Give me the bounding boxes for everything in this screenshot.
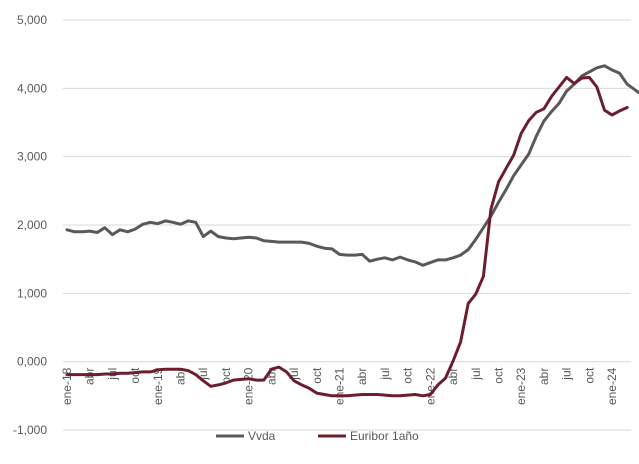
y-tick-label: 1,000 bbox=[17, 286, 47, 300]
x-tick-label: jul bbox=[560, 368, 574, 381]
x-tick-label: oct bbox=[582, 367, 596, 384]
x-axis-ticks: ene-18 abr jul oct ene-19 abr jul oct ene-20 abr j… bbox=[60, 367, 619, 405]
x-tick-label: oct bbox=[401, 367, 415, 384]
y-axis-ticks: -1,000 0,000 1,000 2,000 3,000 4,000 5,000 bbox=[13, 13, 47, 437]
x-tick-label: abr bbox=[355, 368, 369, 385]
x-tick-label: abr bbox=[537, 368, 551, 385]
x-tick-label: ene-20 bbox=[242, 367, 256, 405]
series-line-vvda bbox=[65, 64, 639, 267]
y-tick-label: -1,000 bbox=[13, 423, 47, 437]
legend: Vvda Euribor 1año bbox=[216, 429, 419, 443]
series-lines bbox=[65, 64, 639, 398]
x-tick-label: abr bbox=[174, 368, 188, 385]
x-tick-label: ene-23 bbox=[514, 367, 528, 405]
x-tick-label: oct bbox=[128, 367, 142, 384]
x-tick-label: ene-24 bbox=[605, 367, 619, 405]
x-tick-label: ene-21 bbox=[333, 367, 347, 405]
y-tick-label: 3,000 bbox=[17, 150, 47, 164]
x-tick-label: abr bbox=[83, 368, 97, 385]
x-tick-label: ene-19 bbox=[151, 367, 165, 405]
x-tick-label: oct bbox=[310, 367, 324, 384]
y-tick-label: 0,000 bbox=[17, 355, 47, 369]
y-tick-label: 2,000 bbox=[17, 218, 47, 232]
legend-label-vvda: Vvda bbox=[248, 429, 276, 443]
x-tick-label: ene-18 bbox=[60, 367, 74, 405]
legend-label-euribor: Euribor 1año bbox=[350, 429, 419, 443]
x-tick-label: oct bbox=[491, 367, 505, 384]
x-tick-label: jul bbox=[378, 368, 392, 381]
x-tick-label: jul bbox=[469, 368, 483, 381]
x-tick-label: oct bbox=[219, 367, 233, 384]
y-tick-label: 5,000 bbox=[17, 13, 47, 27]
series-line-euribor bbox=[65, 75, 629, 398]
x-tick-label: jul bbox=[196, 368, 210, 381]
y-tick-label: 4,000 bbox=[17, 81, 47, 95]
